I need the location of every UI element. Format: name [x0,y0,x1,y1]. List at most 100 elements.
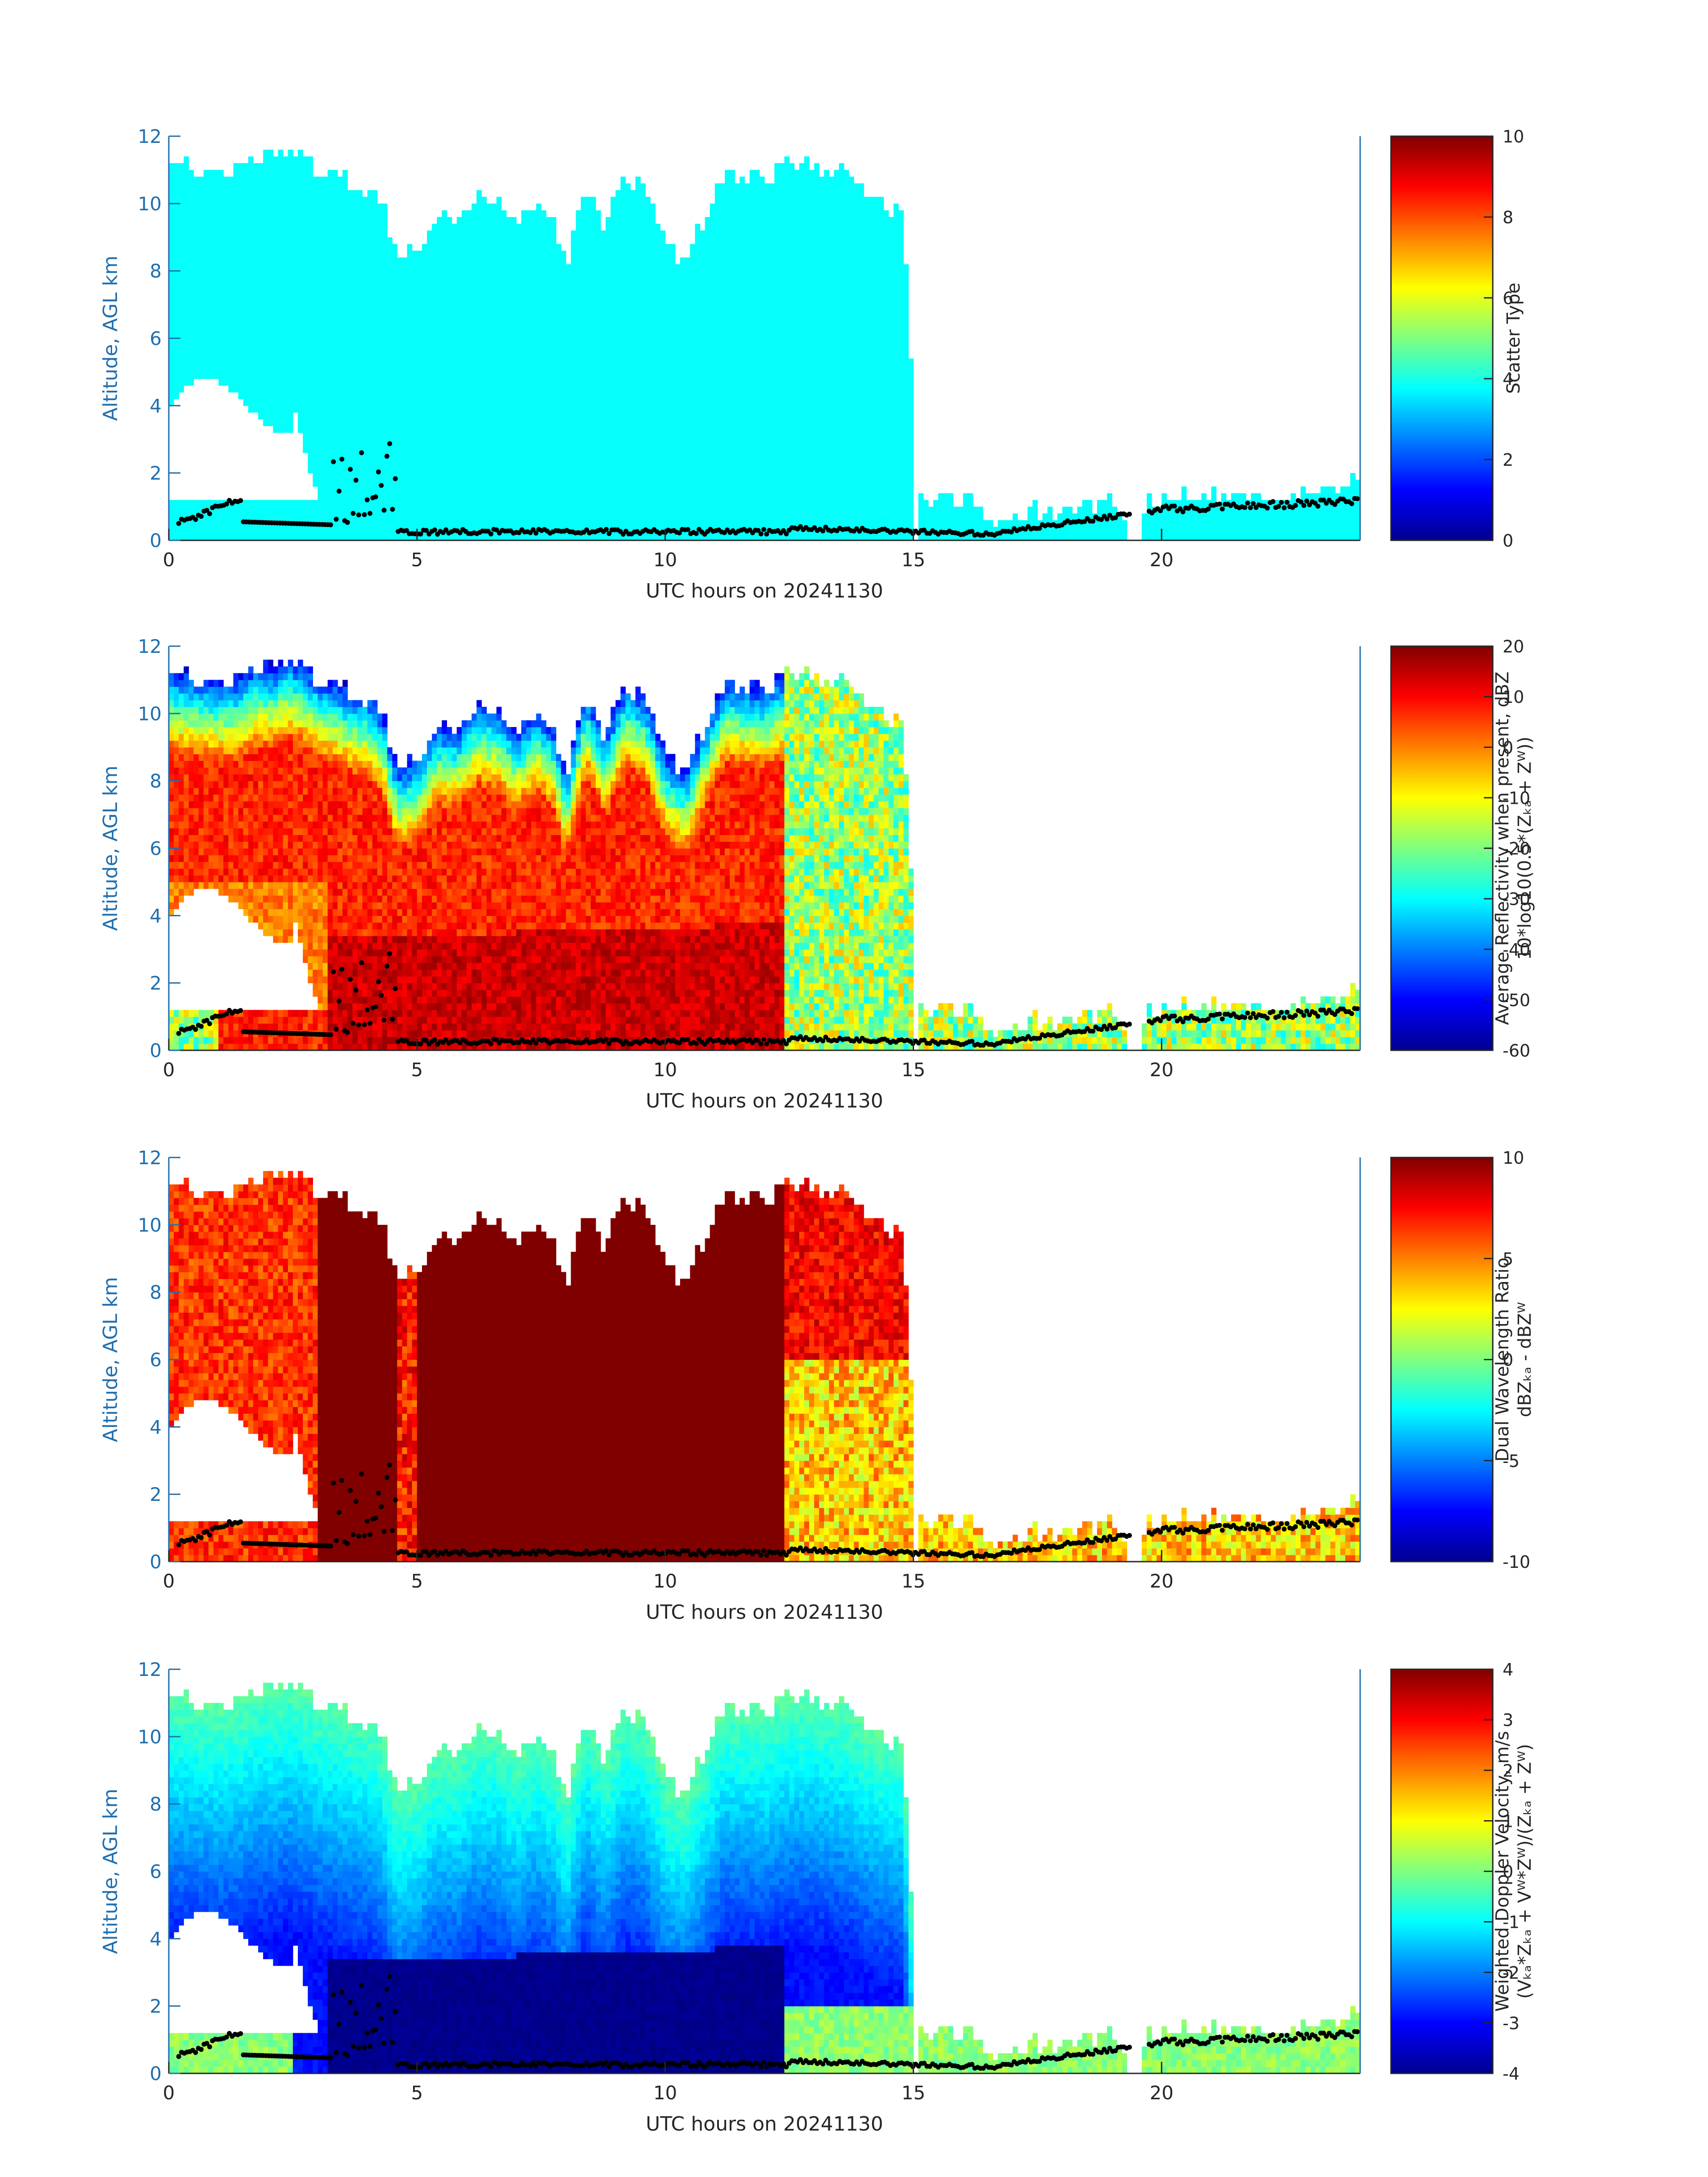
field-cell [650,486,656,493]
field-cell [442,284,447,292]
field-cell [437,338,442,346]
field-cell [317,244,323,251]
field-cell [576,305,581,312]
field-cell [670,251,676,258]
field-cell [342,224,348,231]
field-cell [556,520,561,527]
field-cell [228,379,234,386]
field-cell [630,500,636,507]
field-cell [273,305,279,312]
field-cell [526,399,532,406]
field-cell [556,351,561,359]
field-cell [357,480,363,487]
field-cell [377,358,383,366]
field-cell [665,480,671,487]
field-cell [248,271,254,278]
field-cell [491,217,497,224]
field-cell [472,392,477,399]
field-cell [596,399,601,406]
field-cell [392,493,397,501]
field-cell [283,217,288,224]
field-cell [367,480,373,487]
field-cell [352,493,358,501]
field-cell [303,419,308,426]
field-cell [481,210,487,217]
field-cell [526,291,532,298]
field-cell [526,318,532,325]
field-cell [615,196,621,204]
field-cell [561,452,566,460]
field-cell [606,452,611,460]
field-cell [273,338,279,346]
field-cell [362,318,368,325]
field-cell [451,351,457,359]
field-cell [645,210,651,217]
field-cell [620,203,626,211]
field-cell [283,345,288,352]
field-cell [590,480,596,487]
field-cell [620,439,626,447]
field-cell [630,446,636,453]
field-cell [283,305,288,312]
field-cell [308,446,313,453]
field-cell [292,170,298,177]
field-cell [283,318,288,325]
field-cell [213,506,219,514]
field-cell [645,338,651,346]
field-cell [437,230,442,238]
field-cell [472,446,477,453]
field-cell [496,419,502,426]
field-cell [382,426,388,433]
field-cell [630,452,636,460]
field-cell [233,244,239,251]
field-cell [680,392,685,399]
field-cell [278,277,284,285]
field-cell [660,460,666,467]
field-cell [536,480,542,487]
field-cell [491,345,497,352]
field-cell [496,305,502,312]
field-cell [283,365,288,372]
field-cell [556,284,561,292]
field-cell [501,224,507,231]
field-cell [630,318,636,325]
field-cell [695,506,701,514]
field-cell [690,311,695,318]
field-cell [447,338,452,346]
field-cell [338,506,343,514]
field-cell [447,351,452,359]
field-cell [610,432,616,440]
field-cell [402,351,408,359]
field-cell [606,506,611,514]
field-cell [610,298,616,305]
field-cell [292,405,298,413]
field-cell [511,506,517,514]
field-cell [660,230,666,238]
field-cell [447,284,452,292]
field-cell [432,257,437,265]
field-cell [606,446,611,453]
field-cell [367,412,373,420]
field-cell [610,480,616,487]
field-cell [198,291,204,298]
field-cell [437,257,442,265]
field-cell [511,251,517,258]
field-cell [213,203,219,211]
field-cell [258,533,263,540]
field-cell [283,533,288,540]
field-cell [660,399,666,406]
field-cell [179,331,184,339]
field-cell [556,493,561,501]
field-cell [511,244,517,251]
field-cell [317,345,323,352]
field-cell [288,150,293,157]
field-cell [417,318,422,325]
field-cell [625,224,631,231]
field-cell [169,217,174,224]
field-cell [233,271,239,278]
field-cell [670,298,676,305]
field-cell [372,446,378,453]
field-cell [536,432,542,440]
field-cell [456,379,462,386]
field-cell [680,257,685,265]
